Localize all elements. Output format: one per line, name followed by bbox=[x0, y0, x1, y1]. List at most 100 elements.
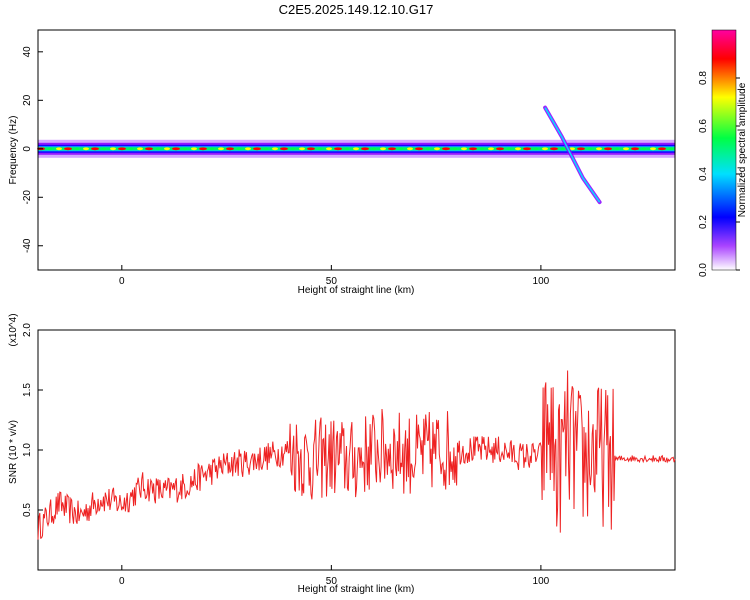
top-x-ticks: 0 50 100 bbox=[119, 265, 550, 287]
band-blob bbox=[172, 147, 180, 151]
y-tick-label: 40 bbox=[22, 46, 33, 58]
band-blob bbox=[658, 147, 666, 151]
band-blob bbox=[75, 147, 79, 151]
band-blob bbox=[56, 147, 62, 151]
colorbar: 0.0 0.2 0.4 0.6 0.8 Normalized spectral ampl… bbox=[698, 29, 748, 277]
band-blob bbox=[334, 147, 342, 151]
band-blob bbox=[480, 147, 484, 151]
band-blob bbox=[596, 147, 602, 151]
band-blob bbox=[399, 147, 403, 151]
band-blob bbox=[507, 147, 511, 151]
colorbar-tick-label: 0.6 bbox=[698, 119, 709, 133]
band-blob bbox=[326, 147, 332, 151]
y-tick-label: 0.5 bbox=[22, 503, 33, 517]
bottom-x-ticks: 0 50 100 bbox=[119, 565, 550, 587]
band-blob bbox=[561, 147, 565, 151]
band-blob bbox=[245, 147, 251, 151]
colorbar-gradient bbox=[711, 29, 737, 271]
band-blob bbox=[345, 147, 349, 151]
snr-panel: 0 50 100 0.5 1.0 1.5 2.0 Height of straight l… bbox=[8, 313, 676, 595]
top-y-axis-label: Frequency (Hz) bbox=[8, 116, 19, 185]
band-blob bbox=[353, 147, 359, 151]
band-blob bbox=[461, 147, 467, 151]
band-blob bbox=[191, 147, 197, 151]
top-y-ticks: -40 -20 0 20 40 bbox=[22, 46, 43, 253]
band-blob bbox=[226, 147, 234, 151]
band-blob bbox=[210, 147, 214, 151]
band-blob bbox=[650, 147, 656, 151]
band-blob bbox=[515, 147, 521, 151]
band-blob bbox=[453, 147, 457, 151]
bottom-y-ticks: 0.5 1.0 1.5 2.0 bbox=[22, 323, 43, 517]
band-blob bbox=[307, 147, 315, 151]
band-blob bbox=[588, 147, 592, 151]
snr-frame bbox=[37, 329, 676, 571]
band-blob bbox=[442, 147, 450, 151]
band-blob bbox=[164, 147, 170, 151]
band-blob bbox=[631, 147, 639, 151]
band-blob bbox=[102, 147, 106, 151]
band-blob bbox=[388, 147, 396, 151]
band-blob bbox=[253, 147, 261, 151]
y-tick-label: -40 bbox=[22, 238, 33, 253]
band-blob bbox=[469, 147, 477, 151]
spectrogram-band bbox=[37, 139, 675, 158]
x-tick-label: 50 bbox=[326, 576, 338, 587]
band-blob bbox=[118, 147, 126, 151]
band-blob bbox=[129, 147, 133, 151]
colorbar-tick-label: 0.8 bbox=[698, 71, 709, 85]
spectrogram-panel: 0 50 100 -40 -20 0 20 40 Height of straight li… bbox=[8, 29, 676, 296]
x-tick-label: 0 bbox=[119, 276, 125, 287]
spectrogram-chirp bbox=[543, 105, 602, 205]
band-blob bbox=[199, 147, 207, 151]
colorbar-tick-label: 0.2 bbox=[698, 215, 709, 229]
spectrogram-frame bbox=[37, 29, 676, 271]
band-blob bbox=[237, 147, 241, 151]
band-blob bbox=[64, 147, 72, 151]
band-blob bbox=[577, 147, 585, 151]
chart-title: C2E5.2025.149.12.10.G17 bbox=[279, 2, 434, 17]
band-blob bbox=[83, 147, 89, 151]
band-blob bbox=[380, 147, 386, 151]
top-x-axis-label: Height of straight line (km) bbox=[298, 285, 415, 296]
band-blob bbox=[542, 147, 548, 151]
band-blob bbox=[604, 147, 612, 151]
band-blob bbox=[415, 147, 423, 151]
x-tick-label: 50 bbox=[326, 276, 338, 287]
band-blob bbox=[372, 147, 376, 151]
band-blob bbox=[280, 147, 288, 151]
band-blob bbox=[318, 147, 322, 151]
x-tick-label: 100 bbox=[533, 576, 550, 587]
band-blob bbox=[488, 147, 494, 151]
band-blob bbox=[496, 147, 504, 151]
bottom-y-axis-label: SNR (10 * v/v) bbox=[8, 420, 19, 484]
chirp-trace-core bbox=[544, 107, 601, 203]
band-blob bbox=[669, 147, 673, 151]
band-blob bbox=[264, 147, 268, 151]
y-multiplier-label: (x10^4) bbox=[8, 313, 19, 346]
x-tick-label: 0 bbox=[119, 576, 125, 587]
band-blob bbox=[110, 147, 116, 151]
band-blob bbox=[642, 147, 646, 151]
band-blob bbox=[156, 147, 160, 151]
y-tick-label: 20 bbox=[22, 94, 33, 106]
snr-series-line bbox=[37, 370, 676, 540]
band-blob bbox=[145, 147, 153, 151]
band-blob bbox=[361, 147, 369, 151]
y-tick-label: 2.0 bbox=[22, 323, 33, 337]
band-blob bbox=[407, 147, 413, 151]
bottom-x-axis-label: Height of straight line (km) bbox=[298, 584, 415, 595]
band-blob bbox=[534, 147, 538, 151]
y-tick-label: 1.5 bbox=[22, 383, 33, 397]
colorbar-label: Normalized spectral amplitude bbox=[737, 82, 748, 217]
y-tick-label: -20 bbox=[22, 190, 33, 205]
band-blob bbox=[218, 147, 224, 151]
band-blob bbox=[291, 147, 295, 151]
band-blob bbox=[426, 147, 430, 151]
band-blob bbox=[550, 147, 558, 151]
colorbar-tick-label: 0.4 bbox=[698, 167, 709, 181]
band-blob bbox=[434, 147, 440, 151]
band-blob bbox=[615, 147, 619, 151]
band-blob bbox=[623, 147, 629, 151]
